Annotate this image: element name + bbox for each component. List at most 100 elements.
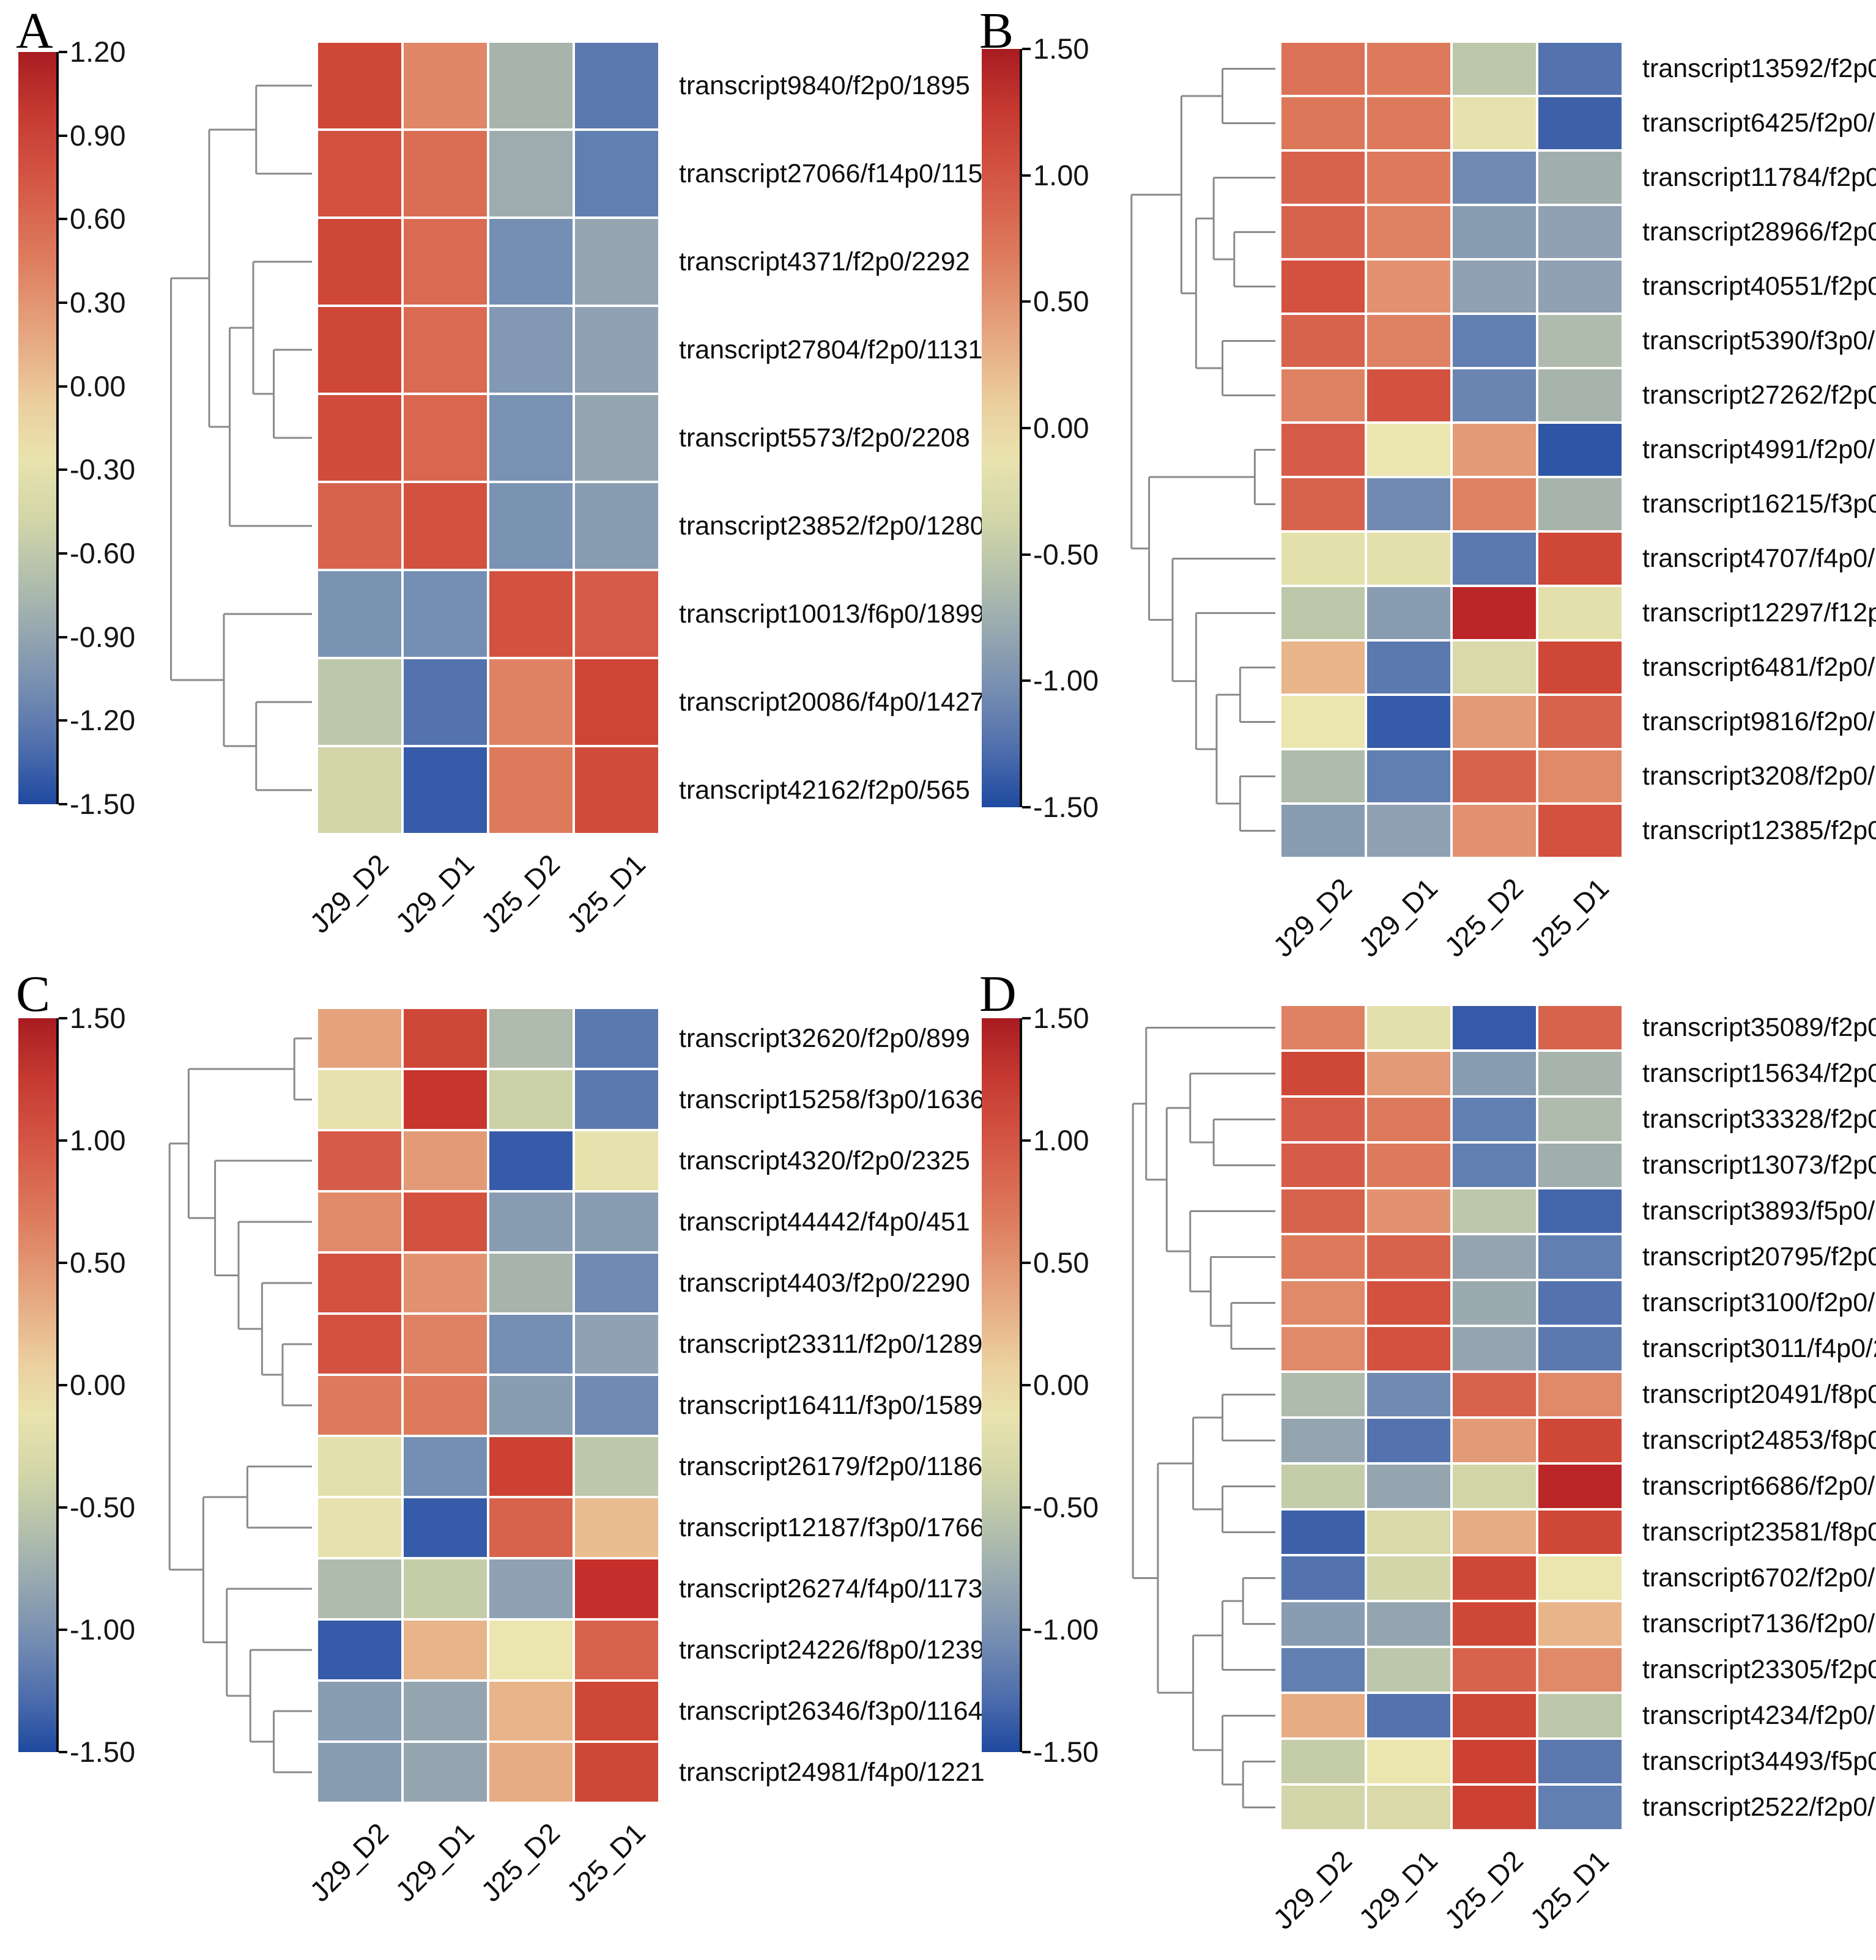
heatmap-cell [575, 1621, 658, 1679]
colorbar-tick-label: 0.60 [70, 202, 126, 235]
transcript-row-label: transcript7136/f2p0/2053 [1642, 1609, 1876, 1638]
heatmap-cell [404, 1254, 487, 1312]
heatmap-cell [575, 1376, 658, 1435]
heatmap-grid [1281, 43, 1622, 857]
heatmap-cell [575, 659, 658, 745]
colorbar-tick [59, 134, 67, 137]
heatmap-cell [1281, 206, 1365, 258]
heatmap-cell [1281, 587, 1365, 639]
heatmap-cell [489, 659, 573, 745]
heatmap-cell [489, 747, 573, 833]
heatmap-cell [1538, 261, 1622, 312]
heatmap-cell [1453, 805, 1536, 857]
column-label-holder: J25_D1 [532, 848, 652, 939]
heatmap-cell [1538, 1511, 1622, 1554]
heatmap-cell [404, 659, 487, 745]
heatmap-cell [1538, 587, 1622, 639]
heatmap-cell [404, 1070, 487, 1129]
column-label-holder: J29_D1 [360, 1816, 481, 1908]
heatmap-cell [1453, 97, 1536, 149]
transcript-row-label: transcript28966/f2p0/1073 [1642, 217, 1876, 246]
colorbar-tick-label: 1.50 [70, 1002, 126, 1034]
heatmap-panel-a: A 1.20 0.90 0.60 0.30 0.00 -0.30 -0.60 -0.90 -1.… [12, 2, 997, 959]
heatmap-cell [1367, 642, 1450, 693]
heatmap-cell [1281, 1373, 1365, 1416]
transcript-row-label: transcript6686/f2p0/2094 [1642, 1471, 1876, 1501]
heatmap-panel-d: D 1.50 1.00 0.50 0.00 -0.50 -1.00 -1.50 transcr… [976, 966, 1876, 1936]
transcript-row-label: transcript26274/f4p0/1173 [679, 1574, 983, 1603]
heatmap-cell [318, 1437, 401, 1496]
heatmap-cell [404, 1376, 487, 1435]
heatmap-cell [318, 1193, 401, 1251]
transcript-row-label: transcript20086/f4p0/1427 [679, 687, 985, 717]
colorbar-tick [1022, 48, 1031, 50]
transcript-row-label: transcript3100/f2p0/2518 [1642, 1288, 1876, 1317]
heatmap-cell [318, 219, 401, 305]
transcript-row-label: transcript3208/f2p0/2481 [1642, 761, 1876, 791]
heatmap-cell [1538, 1602, 1622, 1646]
heatmap-cell [1367, 1327, 1450, 1370]
heatmap-cell [1538, 424, 1622, 476]
heatmap-cell [1367, 1373, 1450, 1416]
heatmap-cell [1367, 1098, 1450, 1141]
heatmap-cell [1453, 1373, 1536, 1416]
heatmap-cell [1453, 1786, 1536, 1829]
heatmap-cell [575, 1437, 658, 1496]
transcript-row-label: transcript26179/f2p0/1186 [679, 1451, 983, 1481]
heatmap-cell [1453, 696, 1536, 748]
transcript-row-label: transcript12385/f2p0/1757 [1642, 816, 1876, 845]
heatmap-cell [1538, 642, 1622, 693]
transcript-row-label: transcript12187/f3p0/1766 [679, 1512, 985, 1542]
heatmap-cell [318, 395, 401, 481]
heatmap-cell [1453, 1511, 1536, 1554]
transcript-row-label: transcript23581/f8p0/1293 [1642, 1517, 1876, 1547]
heatmap-cell [1367, 805, 1450, 857]
heatmap-cell [489, 1070, 573, 1129]
heatmap-cell [1538, 1052, 1622, 1095]
heatmap-cell [318, 1682, 401, 1740]
heatmap-cell [1281, 1786, 1365, 1829]
heatmap-cell [1453, 1648, 1536, 1692]
colorbar-tick-label: -1.00 [1033, 664, 1099, 697]
colorbar-tick [59, 719, 67, 722]
heatmap-cell [489, 571, 573, 657]
heatmap-cell [489, 219, 573, 305]
transcript-row-label: transcript24853/f8p0/1235 [1642, 1426, 1876, 1455]
transcript-row-label: transcript33328/f2p0/892 [1642, 1104, 1876, 1134]
heatmap-grid [318, 1009, 658, 1802]
heatmap-cell [1367, 1189, 1450, 1233]
panel-letter: A [16, 2, 53, 59]
heatmap-cell [575, 307, 658, 393]
column-label-holder: J25_D2 [446, 848, 566, 939]
colorbar-tick [59, 385, 67, 388]
colorbar-tick [59, 803, 67, 805]
colorbar: 1.50 1.00 0.50 0.00 -0.50 -1.00 -1.50 [18, 1002, 159, 1768]
heatmap-cell [1453, 424, 1536, 476]
heatmap-cell [489, 1315, 573, 1374]
heatmap-cell [489, 1193, 573, 1251]
column-label-holder: J25_D2 [1409, 871, 1530, 963]
colorbar-tick-label: 0.50 [1033, 285, 1089, 318]
colorbar-tick [1022, 174, 1031, 177]
heatmap-cell [318, 1009, 401, 1068]
colorbar-tick-label: 0.90 [70, 119, 126, 152]
heatmap-cell [1538, 1465, 1622, 1508]
heatmap-cell [1367, 1556, 1450, 1600]
heatmap-cell [318, 747, 401, 833]
heatmap-cell [489, 1437, 573, 1496]
heatmap-cell [1281, 1740, 1365, 1783]
heatmap-cell [489, 1621, 573, 1679]
transcript-row-label: transcript4371/f2p0/2292 [679, 246, 970, 276]
heatmap-cell [1281, 805, 1365, 857]
heatmap-cell [1538, 1006, 1622, 1049]
colorbar-tick [1022, 300, 1031, 303]
colorbar-tick-label: 0.00 [70, 369, 126, 402]
heatmap-cell [1538, 1740, 1622, 1783]
colorbar-tick [1022, 1139, 1031, 1142]
heatmap-cell [1453, 152, 1536, 204]
heatmap-cell [404, 1498, 487, 1557]
heatmap-cell [1281, 1144, 1365, 1187]
transcript-row-label: transcript4403/f2p0/2290 [679, 1268, 970, 1298]
heatmap-cell [1281, 424, 1365, 476]
colorbar-tick [59, 552, 67, 555]
